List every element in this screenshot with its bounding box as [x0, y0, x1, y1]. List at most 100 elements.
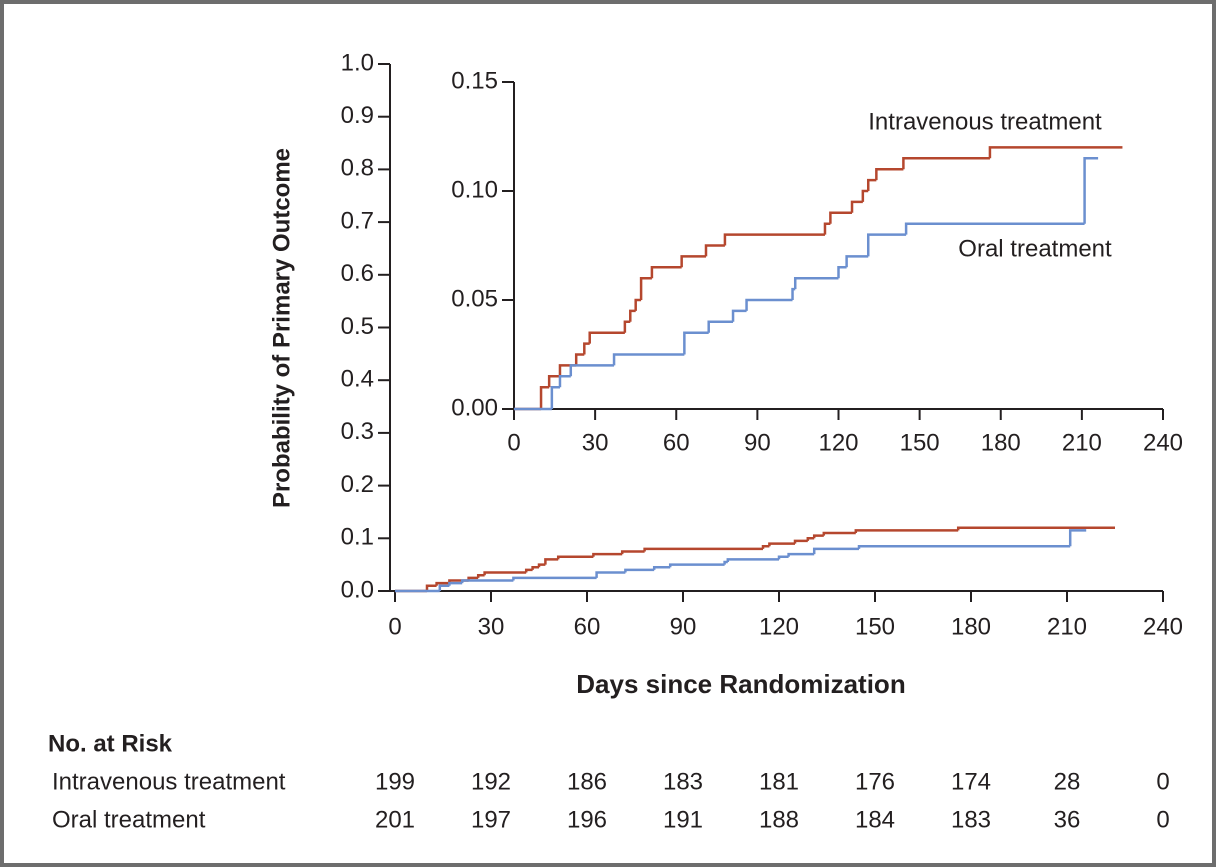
- y-tick-label: 1.0: [341, 49, 374, 76]
- step-segment: [850, 200, 863, 213]
- step-segment: [558, 375, 571, 388]
- y-tick-label: 0.10: [451, 176, 498, 203]
- step-segment: [556, 555, 594, 560]
- step-segment: [812, 534, 824, 539]
- x-tick-label: 150: [855, 613, 895, 640]
- step-segment: [791, 287, 796, 300]
- risk-value: 191: [663, 806, 703, 833]
- series-label: Oral treatment: [958, 235, 1112, 262]
- step-segment: [668, 563, 725, 568]
- step-segment: [777, 555, 789, 560]
- x-tick-label: 60: [574, 613, 601, 640]
- step-segment: [866, 233, 907, 257]
- x-tick-label: 0: [388, 613, 401, 640]
- step-segment: [866, 178, 877, 191]
- risk-row-label: Intravenous treatment: [52, 768, 286, 795]
- risk-value: 0: [1156, 806, 1169, 833]
- step-segment: [512, 576, 597, 581]
- step-segment: [902, 157, 990, 170]
- step-segment: [592, 552, 623, 557]
- step-segment: [476, 573, 485, 578]
- step-segment: [707, 320, 734, 333]
- step-segment: [438, 584, 450, 591]
- step-segment: [704, 244, 725, 257]
- step-segment: [1083, 157, 1099, 224]
- x-tick-label: 30: [582, 429, 609, 456]
- risk-value: 174: [951, 768, 991, 795]
- chart: Probability of Primary Outcome Days sinc…: [48, 49, 1183, 833]
- step-segment: [569, 364, 615, 377]
- step-segment: [652, 566, 671, 570]
- series-label: Intravenous treatment: [868, 108, 1102, 135]
- x-tick-label: 120: [759, 613, 799, 640]
- y-tick-label: 0.5: [341, 313, 374, 340]
- risk-value: 186: [567, 768, 607, 795]
- step-segment: [726, 558, 779, 563]
- x-tick-label: 180: [951, 613, 991, 640]
- y-tick-label: 0.6: [341, 260, 374, 287]
- step-segment: [845, 255, 869, 268]
- step-segment: [861, 189, 869, 202]
- step-segment: [588, 331, 625, 344]
- step-segment: [822, 531, 856, 536]
- step-segment: [537, 563, 546, 568]
- risk-value: 201: [375, 806, 415, 833]
- risk-value: 192: [471, 768, 511, 795]
- x-tick-label: 120: [818, 429, 858, 456]
- step-segment: [761, 544, 770, 549]
- step-segment: [624, 568, 655, 573]
- step-segment: [723, 560, 728, 565]
- step-segment: [812, 547, 859, 555]
- risk-value: 36: [1054, 806, 1081, 833]
- risk-value: 196: [567, 806, 607, 833]
- risk-value: 28: [1054, 768, 1081, 795]
- x-tick-label: 210: [1047, 613, 1087, 640]
- risk-value: 183: [951, 806, 991, 833]
- y-tick-label: 0.2: [341, 471, 374, 498]
- x-tick-label: 90: [670, 613, 697, 640]
- y-tick-label: 0.7: [341, 207, 374, 234]
- x-tick-label: 60: [663, 429, 690, 456]
- step-segment: [875, 167, 904, 181]
- step-segment: [745, 298, 793, 311]
- step-segment: [829, 211, 853, 224]
- x-tick-label: 90: [744, 429, 771, 456]
- step-segment: [731, 309, 747, 322]
- step-segment: [629, 309, 636, 322]
- y-tick-label: 0.15: [451, 67, 498, 94]
- risk-value: 181: [759, 768, 799, 795]
- step-segment: [1068, 529, 1087, 547]
- x-tick-label: 210: [1062, 429, 1102, 456]
- y-tick-label: 0.0: [341, 576, 374, 603]
- step-segment: [550, 385, 560, 409]
- step-segment: [823, 222, 831, 235]
- step-segment: [524, 568, 533, 573]
- risk-value: 184: [855, 806, 895, 833]
- risk-value: 197: [471, 806, 511, 833]
- x-tick-label: 150: [900, 429, 940, 456]
- step-segment: [680, 255, 706, 268]
- step-segment: [539, 385, 550, 409]
- y-tick-label: 0.3: [341, 418, 374, 445]
- x-axis-label: Days since Randomization: [576, 669, 905, 699]
- y-tick-label: 0.1: [341, 524, 374, 551]
- step-segment: [650, 266, 682, 279]
- step-segment: [583, 342, 590, 355]
- risk-value: 183: [663, 768, 703, 795]
- step-segment: [854, 529, 959, 534]
- step-segment: [623, 320, 631, 333]
- step-segment: [425, 584, 437, 591]
- risk-value: 199: [375, 768, 415, 795]
- risk-table-title: No. at Risk: [48, 730, 173, 757]
- y-tick-label: 0.05: [451, 285, 498, 312]
- step-segment: [723, 233, 825, 246]
- step-segment: [620, 550, 645, 555]
- x-tick-label: 30: [478, 613, 505, 640]
- risk-value: 0: [1156, 768, 1169, 795]
- step-segment: [483, 571, 527, 576]
- step-segment: [988, 146, 1123, 159]
- step-segment: [793, 539, 808, 544]
- step-segment: [639, 276, 652, 300]
- step-segment: [558, 364, 577, 377]
